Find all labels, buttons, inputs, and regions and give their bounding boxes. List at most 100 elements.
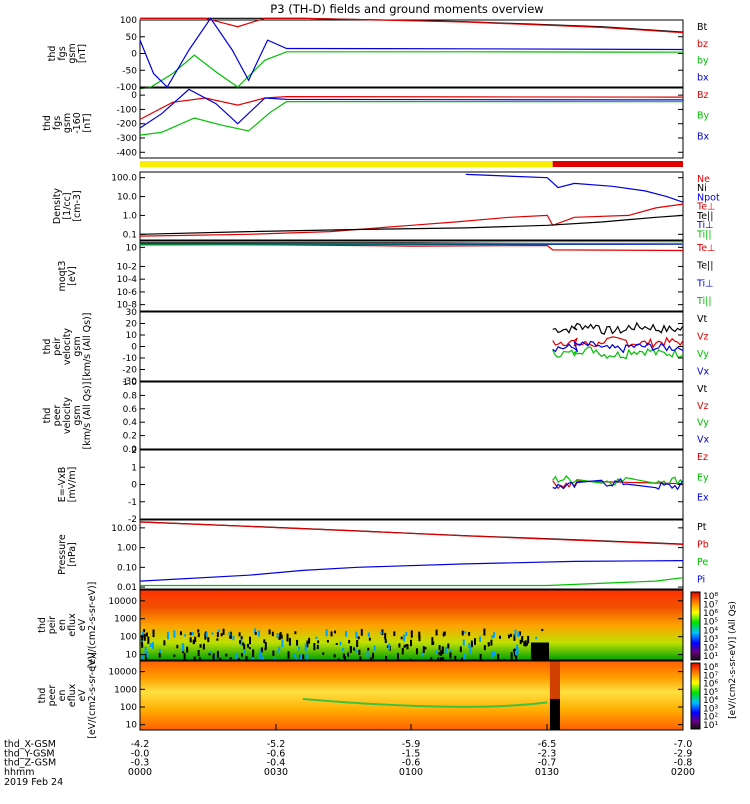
series-Pe <box>140 577 684 587</box>
ytick-label: 10 <box>126 721 138 731</box>
spectrogram-pixel <box>184 634 187 637</box>
spectrogram-pixel <box>442 633 445 637</box>
ytick-label: 100 <box>120 16 137 26</box>
spectrogram-pixel <box>470 640 473 648</box>
spectrogram-pixel <box>348 640 351 644</box>
xaxis-row-label: hhmm <box>4 767 35 778</box>
spectrogram-pixel <box>141 643 144 648</box>
ylabel-line: thd <box>42 115 53 131</box>
ytick-label: 20 <box>126 320 138 330</box>
ylabel-line: peir <box>52 337 63 356</box>
spectrogram-pixel <box>435 650 438 654</box>
density-frame <box>139 171 684 241</box>
ylabel-line: gsm <box>72 405 83 425</box>
spectrogram-pixel <box>151 642 154 649</box>
spectrogram-pixel <box>519 639 522 645</box>
colorbar-tick: 10⁶ <box>703 609 718 619</box>
ytick-label: -400 <box>117 148 138 158</box>
spectrogram-pixel <box>276 650 279 653</box>
temperature-frame <box>139 240 684 312</box>
ytick-label: 0.1 <box>123 230 137 240</box>
ytick-label: 0 <box>131 50 137 60</box>
spectrogram-pixel <box>509 633 512 637</box>
spectrogram-pixel <box>240 653 243 657</box>
spectrogram-pixel <box>479 653 482 661</box>
spectrogram-pixel <box>497 653 500 661</box>
spectrogram-pixel <box>141 634 144 641</box>
spectrogram-pixel <box>313 643 316 651</box>
series-Pi <box>139 559 684 582</box>
xaxis-value: -2.9 <box>674 748 693 759</box>
spectrogram-pixel <box>245 656 248 663</box>
spectrogram-pixel <box>211 632 214 635</box>
ylabel-line: thd <box>37 617 48 633</box>
spectrogram-pixel <box>173 630 176 638</box>
legend-Vx: Vx <box>697 435 709 446</box>
spectrogram-pixel <box>459 646 462 653</box>
spectrogram-pixel <box>355 649 358 653</box>
spectrogram-pixel <box>189 637 192 643</box>
spectrogram-pixel <box>243 650 246 653</box>
ytick-label: 100.0 <box>111 174 137 184</box>
colorbar-tick: 10¹ <box>703 652 718 662</box>
spectrogram-pixel <box>444 646 447 654</box>
spectrogram-pixel <box>302 654 305 659</box>
series-Ni <box>139 214 684 235</box>
ytick-label: -2 <box>128 515 137 525</box>
spectrogram-pixel <box>367 647 370 651</box>
spectrogram-pixel <box>252 649 255 657</box>
ylabel-line: fgs <box>57 46 68 60</box>
spectrogram-pixel <box>401 647 404 655</box>
xaxis-value: 0200 <box>671 767 695 778</box>
ylabel-line: moqt3 <box>57 261 68 292</box>
spectrogram-pixel <box>316 644 319 650</box>
spectrogram-pixel <box>524 640 527 647</box>
peir_spectrogram-background <box>140 590 683 660</box>
spectrogram-pixel <box>491 635 494 639</box>
colorbar-bottom <box>690 662 701 730</box>
xaxis-value: -0.0 <box>131 748 150 759</box>
ytick-label: -50 <box>122 66 137 76</box>
ytick-label: 1.00 <box>117 544 137 554</box>
spectrogram-pixel <box>515 651 518 660</box>
colorbar-tick: 10⁵ <box>703 618 718 628</box>
legend-Bt: Bt <box>697 22 708 33</box>
spectrogram-pixel <box>228 632 231 636</box>
ylabel-line: peer <box>52 405 63 427</box>
spectrogram-pixel <box>216 632 219 638</box>
spectrogram-pixel <box>468 631 471 636</box>
spectrogram-pixel <box>276 633 279 639</box>
ytick-label: 0 <box>131 343 137 353</box>
series-Vz <box>552 336 684 349</box>
xaxis-value: -6.5 <box>538 739 557 750</box>
spectrogram-pixel <box>147 636 150 644</box>
ylabel-line: en <box>57 619 68 631</box>
series-Npot <box>465 173 684 203</box>
series-Pb <box>139 521 684 545</box>
ytick-label: 0 <box>131 91 137 101</box>
spectrogram-pixel <box>438 645 441 651</box>
spectrogram-pixel <box>243 644 246 650</box>
spectrogram-pixel <box>443 631 446 634</box>
ytick-label: -20 <box>122 366 137 376</box>
spectrogram-pixel <box>335 642 338 645</box>
spectrogram-pixel <box>158 652 161 658</box>
spectrogram-pixel <box>513 634 516 641</box>
spectrogram-pixel <box>317 640 320 644</box>
ylabel-line: E=-VxB <box>57 467 68 502</box>
legend-Ti||: Ti|| <box>696 229 712 240</box>
ytick-label: 1.0 <box>123 211 138 221</box>
series-Te⊥ <box>139 242 684 252</box>
ytick-label: 100 <box>120 703 137 713</box>
spectrogram-pixel <box>322 652 325 655</box>
colorbar-tick: 10³ <box>703 704 718 714</box>
ytick-label: 10 <box>126 651 138 661</box>
colorbar-tick: 10² <box>703 643 718 653</box>
date-label: 2019 Feb 24 <box>4 777 63 788</box>
ylabel-line: fgs <box>52 116 63 130</box>
spectrogram-pixel <box>183 652 186 660</box>
legend-Bz: Bz <box>697 90 709 101</box>
spectrogram-pixel <box>410 639 413 647</box>
spectrogram-pixel <box>264 642 267 650</box>
fgs-frame <box>139 19 684 88</box>
